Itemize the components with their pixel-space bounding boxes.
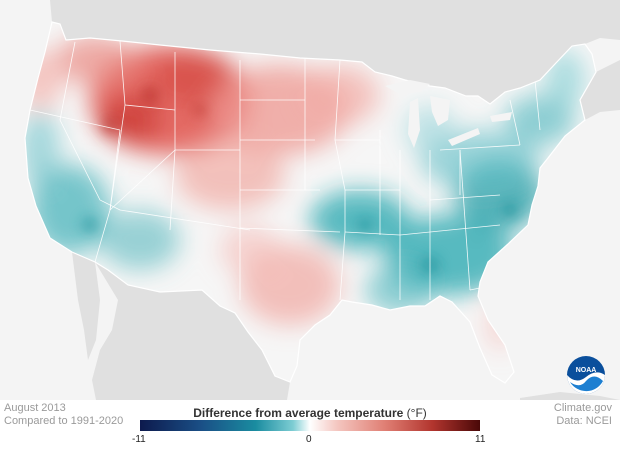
- dataset-info: August 2013 Compared to 1991-2020: [4, 402, 123, 428]
- legend-unit: (°F): [406, 406, 427, 420]
- period-label: August 2013: [4, 402, 66, 414]
- source-label: Climate.gov: [553, 402, 612, 414]
- baja-peninsula: [72, 252, 100, 360]
- footer: August 2013 Compared to 1991-2020 Differ…: [0, 400, 620, 450]
- legend-title-text: Difference from average temperature: [193, 406, 404, 420]
- temperature-anomaly-map: [0, 0, 620, 400]
- legend-color-bar: [140, 420, 480, 431]
- cuba-island: [520, 392, 620, 400]
- canada-east-landmass: [580, 60, 620, 120]
- legend-title: Difference from average temperature (°F): [0, 406, 620, 420]
- legend-min-label: -11: [132, 434, 146, 445]
- lake-erie: [448, 128, 480, 146]
- noaa-logo-icon: NOAA: [567, 356, 605, 394]
- baseline-label: Compared to 1991-2020: [4, 415, 124, 427]
- lake-michigan: [408, 98, 420, 148]
- noaa-logo-text: NOAA: [576, 367, 597, 374]
- source-info: Climate.gov Data: NCEI: [554, 402, 612, 428]
- lake-ontario: [490, 112, 512, 122]
- lake-huron: [430, 96, 450, 126]
- legend-mid-label: 0: [306, 434, 312, 445]
- lake-superior: [385, 80, 430, 94]
- mexico-landmass: [92, 262, 290, 400]
- state-borders: [29, 40, 541, 301]
- legend-max-label: 11: [475, 434, 486, 445]
- data-source-label: Data: NCEI: [556, 415, 612, 427]
- canada-landmass: [0, 0, 620, 104]
